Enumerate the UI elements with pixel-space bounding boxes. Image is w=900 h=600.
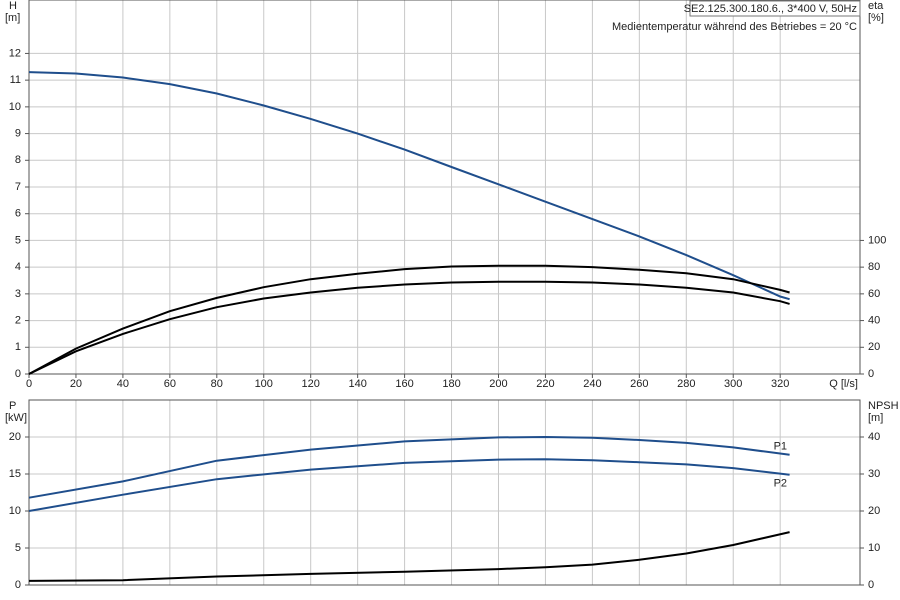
x-tick-label: 40 <box>117 378 129 390</box>
y2-axis-label: NPSH <box>868 400 899 412</box>
y-tick-label: 7 <box>15 181 21 193</box>
x-tick-label: 200 <box>489 378 507 390</box>
y2-tick-label: 80 <box>868 261 880 273</box>
y2-tick-label: 0 <box>868 579 874 591</box>
x-tick-label: 20 <box>70 378 82 390</box>
y-tick-label: 10 <box>9 505 21 517</box>
info-text: Medientemperatur während des Betriebes =… <box>612 21 857 33</box>
y2-tick-label: 60 <box>868 288 880 300</box>
y-tick-label: 5 <box>15 234 21 246</box>
series-label: P2 <box>774 478 787 490</box>
y-tick-label: 12 <box>9 47 21 59</box>
x-tick-label: 140 <box>348 378 366 390</box>
y2-tick-label: 20 <box>868 505 880 517</box>
y-tick-label: 5 <box>15 542 21 554</box>
y-tick-label: 3 <box>15 288 21 300</box>
y-axis-unit: [m] <box>5 12 20 24</box>
x-tick-label: 240 <box>583 378 601 390</box>
y2-tick-label: 0 <box>868 368 874 380</box>
y-tick-label: 0 <box>15 368 21 380</box>
y2-tick-label: 100 <box>868 234 886 246</box>
x-tick-label: 220 <box>536 378 554 390</box>
y2-tick-label: 10 <box>868 542 880 554</box>
x-tick-label: 100 <box>255 378 273 390</box>
curve <box>28 71 790 301</box>
info-box <box>689 0 861 17</box>
y-axis-label: H <box>9 0 17 12</box>
x-tick-label: 80 <box>211 378 223 390</box>
curve <box>28 531 790 582</box>
y-tick-label: 8 <box>15 154 21 166</box>
info-text: SE2.125.300.180.6., 3*400 V, 50Hz <box>684 3 857 15</box>
x-axis-label: Q [l/s] <box>829 378 858 390</box>
y-tick-label: 15 <box>9 468 21 480</box>
y-tick-label: 10 <box>9 101 21 113</box>
y-axis-label: P <box>9 400 16 412</box>
y2-axis-unit: [%] <box>868 12 884 24</box>
y-tick-label: 20 <box>9 431 21 443</box>
curve <box>28 264 790 375</box>
y2-tick-label: 40 <box>868 314 880 326</box>
x-tick-label: 320 <box>771 378 789 390</box>
x-tick-label: 120 <box>302 378 320 390</box>
y2-axis-label: eta <box>868 0 884 12</box>
x-tick-label: 0 <box>26 378 32 390</box>
curve <box>28 280 790 375</box>
x-tick-label: 160 <box>395 378 413 390</box>
x-tick-label: 300 <box>724 378 742 390</box>
y2-tick-label: 30 <box>868 468 880 480</box>
y-tick-label: 9 <box>15 127 21 139</box>
y2-tick-label: 20 <box>868 341 880 353</box>
y2-axis-unit: [m] <box>868 412 883 424</box>
y-tick-label: 11 <box>10 74 21 86</box>
y-tick-label: 2 <box>15 314 21 326</box>
y-axis-unit: [kW] <box>5 412 27 424</box>
x-tick-label: 60 <box>164 378 176 390</box>
x-tick-label: 260 <box>630 378 648 390</box>
y2-tick-label: 40 <box>868 431 880 443</box>
x-tick-label: 180 <box>442 378 460 390</box>
plot-frame <box>28 399 861 586</box>
x-tick-label: 280 <box>677 378 695 390</box>
y-tick-label: 0 <box>15 579 21 591</box>
curve <box>28 435 790 499</box>
y-tick-label: 6 <box>15 208 21 220</box>
y-tick-label: 4 <box>15 261 21 273</box>
curve <box>28 458 790 512</box>
series-label: P1 <box>774 441 787 453</box>
y-tick-label: 1 <box>15 341 21 353</box>
